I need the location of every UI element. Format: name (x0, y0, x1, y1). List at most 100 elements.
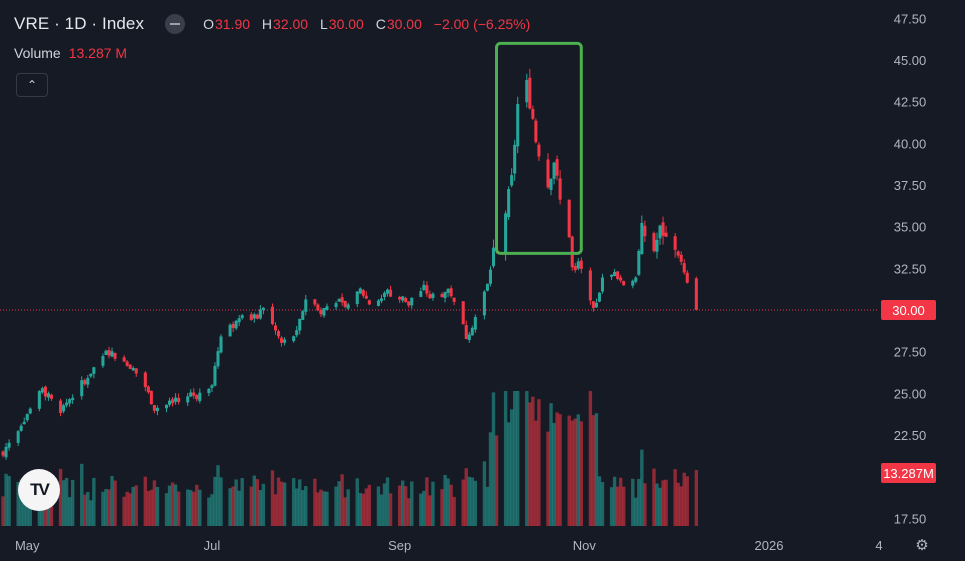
volume-bar (673, 469, 677, 526)
candle-body (258, 309, 262, 319)
candle (594, 298, 598, 308)
volume-bar (134, 485, 138, 526)
volume-bar (537, 399, 541, 526)
highlight-box[interactable] (495, 41, 583, 255)
volume-bar (173, 484, 178, 526)
volume-bar (325, 491, 329, 526)
candle-body (588, 270, 592, 301)
candle-body (186, 396, 190, 403)
price-tick-label: 40.00 (894, 136, 927, 151)
candle (301, 310, 305, 321)
candle (467, 331, 471, 343)
candle-body (346, 304, 350, 309)
volume-bar (664, 479, 668, 526)
candle-body (525, 79, 529, 103)
candle (261, 307, 265, 315)
candle-body (16, 431, 20, 443)
candle (28, 407, 32, 415)
volume-bar (186, 489, 190, 526)
candle-body (386, 289, 390, 294)
candle-body (507, 189, 511, 218)
candle (319, 307, 323, 318)
candle (631, 279, 635, 289)
volume-bar (346, 489, 350, 526)
candle-body (319, 309, 323, 315)
candle (255, 313, 259, 320)
volume-bar (385, 477, 390, 526)
candle-body (28, 408, 32, 414)
candle (295, 326, 299, 338)
candle-body (7, 442, 11, 448)
volume-bar (110, 475, 114, 526)
volume-bar (61, 480, 66, 526)
volume-bar (282, 482, 287, 526)
candle (128, 363, 132, 369)
candle (62, 403, 66, 414)
volume-bar (367, 484, 372, 526)
candle (382, 291, 387, 301)
price-tick-label: 42.50 (894, 95, 927, 110)
candle (43, 385, 47, 401)
scale-toggle[interactable]: 4 (875, 538, 882, 553)
volume-bar (631, 478, 635, 526)
volume-bar (1, 496, 5, 526)
hide-series-icon[interactable] (165, 14, 186, 34)
candle-body (673, 236, 677, 250)
candle (122, 355, 126, 362)
candle-body (273, 325, 278, 331)
candle-body (516, 104, 520, 147)
last-volume-tag: 13.287M (881, 463, 936, 483)
volume-bar (113, 480, 117, 526)
candle-body (431, 293, 435, 298)
candle (234, 319, 238, 331)
last-volume-tag-bg (881, 463, 936, 483)
candle (386, 288, 390, 297)
volume-bar (192, 491, 196, 526)
candle-body (534, 120, 538, 143)
candle (195, 394, 199, 402)
candle-body (295, 330, 299, 336)
candle (125, 360, 129, 367)
volume-bar (404, 486, 408, 526)
volume-label[interactable]: Volume (14, 45, 61, 61)
candle-body (325, 306, 329, 310)
candle-body (619, 277, 623, 281)
volume-bar (89, 500, 93, 526)
candle (528, 68, 532, 110)
candle-body (59, 400, 63, 414)
price-tick-label: 35.00 (894, 220, 927, 235)
volume-bar (555, 412, 559, 526)
tradingview-logo[interactable]: TV (18, 469, 60, 511)
candle (216, 347, 220, 369)
candle (131, 366, 135, 371)
candle-body (485, 283, 489, 291)
candle (143, 371, 147, 392)
candle-body (322, 308, 326, 316)
settings-gear-icon[interactable]: ⚙ (915, 537, 929, 554)
volume-bar (240, 478, 244, 526)
candle-body (292, 336, 296, 342)
candle-body (491, 247, 496, 267)
volume-bar (155, 486, 160, 526)
candle-body (634, 277, 638, 282)
collapse-legend-button[interactable]: ⌃ (16, 73, 48, 97)
candle-body (134, 368, 138, 374)
volume-bar (464, 468, 468, 526)
volume-bar (597, 476, 602, 526)
candle-body (122, 357, 126, 362)
candle (658, 224, 662, 245)
low-value: 30.00 (328, 16, 364, 32)
symbol-title[interactable]: VRE · 1D · Index (14, 14, 145, 33)
volume-bar (104, 489, 108, 526)
volume-bar (343, 497, 347, 526)
candle-body (1, 451, 5, 456)
volume-bar (146, 490, 151, 526)
candle-body (419, 291, 423, 297)
candle (679, 251, 683, 266)
candle-body (240, 315, 244, 319)
candle-body (231, 323, 235, 329)
chevron-up-icon: ⌃ (26, 78, 38, 92)
candle (340, 293, 344, 306)
candle-body (43, 386, 47, 397)
